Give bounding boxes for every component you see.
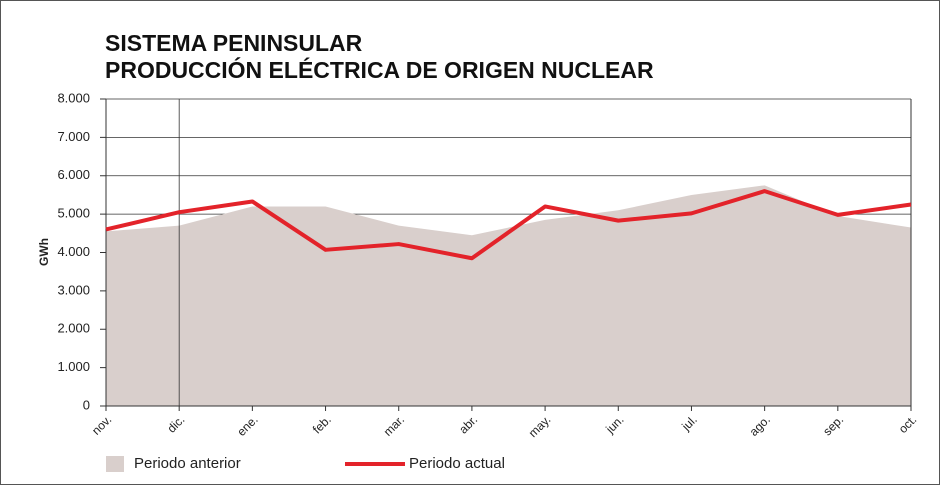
x-tick-label: jul. <box>678 412 699 433</box>
y-tick-label: 8.000 <box>57 90 90 105</box>
y-tick-label: 1.000 <box>57 359 90 374</box>
x-tick-label: ago. <box>747 412 773 438</box>
legend-swatch <box>106 456 124 472</box>
line <box>105 189 912 261</box>
y-axis-label: GWh <box>37 238 51 266</box>
x-tick-label: sep. <box>820 412 846 438</box>
y-tick-label: 3.000 <box>57 282 90 297</box>
x-tick-label: feb. <box>310 412 334 436</box>
area <box>106 185 911 406</box>
y-tick-label: 4.000 <box>57 244 90 259</box>
y-tick-label: 0 <box>83 397 90 412</box>
legend-label: Periodo actual <box>409 455 505 472</box>
x-tick-label: dic. <box>164 412 187 435</box>
x-tick-label: oct. <box>896 412 920 436</box>
y-tick-label: 6.000 <box>57 167 90 182</box>
x-tick-label: abr. <box>456 412 480 436</box>
x-tick-label: ene. <box>234 412 260 438</box>
legend-label: Periodo anterior <box>134 455 241 472</box>
y-tick-label: 7.000 <box>57 129 90 144</box>
x-tick-label: jun. <box>602 412 626 436</box>
chart-title: PRODUCCIÓN ELÉCTRICA DE ORIGEN NUCLEAR <box>105 56 654 83</box>
chart-title: SISTEMA PENINSULAR <box>105 30 363 56</box>
y-tick-label: 5.000 <box>57 206 90 221</box>
y-tick-label: 2.000 <box>57 321 90 336</box>
x-tick-label: mar. <box>381 412 407 438</box>
x-tick-label: nov. <box>89 412 114 437</box>
x-tick-label: may. <box>526 412 554 440</box>
